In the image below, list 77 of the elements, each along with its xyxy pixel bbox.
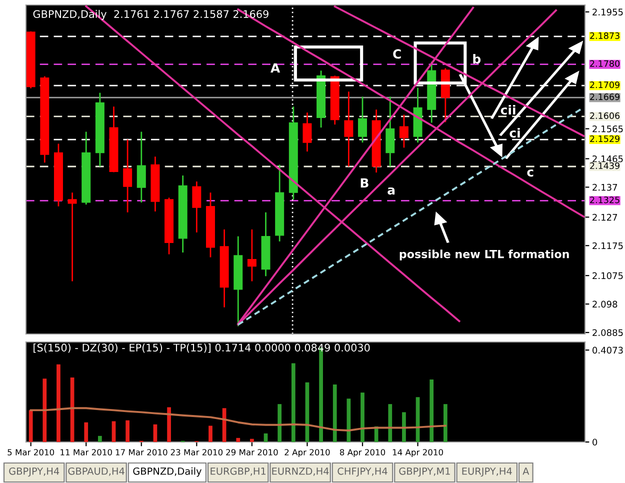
- ref-line-label: 2.1709: [590, 82, 620, 88]
- y-tick-label: 2.0885: [592, 329, 623, 336]
- y-tick-label: 2.1955: [592, 8, 623, 16]
- annotation: possible new LTL formation: [400, 250, 569, 260]
- bar: [84, 422, 88, 442]
- bar: [98, 436, 102, 442]
- text: A: [522, 468, 530, 475]
- bar: [332, 384, 337, 442]
- y-tick-label: 2.127: [592, 214, 618, 221]
- ref-line-label: 2.1325: [590, 196, 620, 204]
- candlestick: [399, 114, 408, 148]
- y-tick-label: 2.098: [592, 300, 618, 308]
- text: GBPJPY,H4: [9, 467, 60, 477]
- ref-line-label: 2.1606: [590, 112, 620, 120]
- text: EURJPY,H4: [462, 468, 512, 477]
- x-tick-label: 23 Mar 2010: [170, 449, 223, 456]
- text: GBPJPY,M1: [399, 467, 450, 477]
- bar: [28, 410, 33, 442]
- line-series: [30, 407, 446, 432]
- y-tick-label: 0: [592, 438, 598, 446]
- annotation: ci: [510, 128, 520, 138]
- ref-line-label: 2.1873: [590, 32, 620, 39]
- x-tick-label: 2 Apr 2010: [284, 449, 330, 458]
- candlestick: [302, 112, 312, 152]
- candlestick: [123, 138, 132, 214]
- ref-line-label: 2.1529: [590, 135, 620, 142]
- bar: [56, 364, 60, 442]
- annotation: A: [270, 63, 280, 72]
- y-tick-label: 2.1465: [592, 155, 623, 162]
- bar: [236, 438, 240, 442]
- candlestick: [192, 180, 202, 234]
- y-tick-label: 0.4073: [592, 346, 623, 354]
- y-tick-label: 2.1075: [592, 272, 623, 280]
- bar: [402, 412, 406, 442]
- x-tick-label: 5 Mar 2010: [8, 449, 54, 456]
- candlestick: [358, 96, 367, 144]
- bar: [360, 392, 364, 442]
- bar: [250, 438, 254, 442]
- candlestick: [136, 131, 146, 204]
- text: CHFJPY,H4: [338, 467, 388, 477]
- x-tick-label: 29 Mar 2010: [226, 449, 278, 456]
- text: GBPAUD,H4: [68, 467, 124, 476]
- bar: [167, 407, 171, 442]
- x-tick-label: 14 Apr 2010: [392, 449, 443, 458]
- ref-line-label: 2.1780: [590, 60, 620, 67]
- y-tick-label: 2.1565: [592, 125, 623, 132]
- bar: [126, 420, 130, 442]
- y-tick-label: 2.1175: [592, 242, 623, 250]
- ref-line-label: 2.1439: [590, 162, 620, 170]
- candlestick: [344, 90, 354, 168]
- bar: [430, 379, 434, 442]
- bar: [112, 421, 116, 442]
- candlestick: [247, 228, 256, 282]
- candlestick: [386, 96, 395, 168]
- bar: [208, 426, 212, 442]
- bar: [291, 363, 296, 442]
- annotation: c: [527, 169, 534, 177]
- x-tick-label: 11 Mar 2010: [60, 449, 112, 456]
- annotation: a: [388, 187, 395, 195]
- x-tick-label: 17 Mar 2010: [116, 449, 168, 456]
- annotation: B: [360, 178, 368, 188]
- annotation: cii: [500, 104, 516, 115]
- annotation: b: [473, 54, 481, 64]
- text: EURNZD,H4: [272, 468, 329, 476]
- candlestick: [68, 192, 77, 282]
- bar: [443, 404, 448, 442]
- text: GBPNZD,Daily: [133, 467, 202, 477]
- annotation: C: [393, 49, 401, 59]
- bar: [153, 424, 158, 442]
- bar: [388, 404, 392, 442]
- x-tick-label: 8 Apr 2010: [340, 449, 386, 458]
- y-tick-label: 2.137: [592, 184, 618, 191]
- text: EURGBP,H1: [210, 467, 266, 476]
- ref-line-label: 2.1669: [590, 94, 620, 100]
- bar: [42, 378, 47, 442]
- chart-title: [S(150) - DZ(30) - EP(15) - TP(15)] 0.1714 0.0000 0.0849 0.0030: [34, 344, 370, 353]
- bar: [278, 404, 282, 442]
